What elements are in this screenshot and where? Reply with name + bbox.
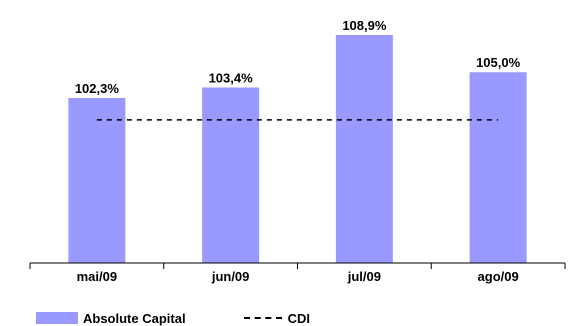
data-label-1: 103,4% <box>209 70 254 85</box>
legend: Absolute Capital CDI <box>36 310 310 326</box>
legend-item-absolute-capital: Absolute Capital <box>36 311 186 326</box>
data-labels-layer: 102,3% 103,4% 108,9% 105,0% <box>75 18 521 96</box>
bar-0 <box>68 97 126 263</box>
data-label-0: 102,3% <box>75 81 120 96</box>
category-label-2: jul/09 <box>347 269 381 284</box>
bar-3 <box>469 72 527 263</box>
data-label-3: 105,0% <box>476 55 521 70</box>
bar-1 <box>202 87 260 263</box>
x-ticks-layer <box>29 263 566 269</box>
category-label-1: jun/09 <box>211 269 250 284</box>
legend-label-cdi: CDI <box>287 310 310 326</box>
legend-label-absolute-capital: Absolute Capital <box>83 310 186 326</box>
legend-swatch-absolute-capital <box>36 312 78 324</box>
legend-item-cdi: CDI <box>243 310 310 326</box>
category-labels-layer: mai/09 jun/09 jul/09 ago/09 <box>77 269 519 284</box>
category-label-0: mai/09 <box>77 269 117 284</box>
bar-2 <box>335 35 393 264</box>
data-label-2: 108,9% <box>342 18 387 33</box>
bar-chart: 102,3% 103,4% 108,9% 105,0% mai/09 jun/09 jul… <box>29 18 566 284</box>
bars-layer <box>68 35 527 264</box>
category-label-3: ago/09 <box>478 269 519 284</box>
legend-swatch-cdi <box>243 317 282 319</box>
